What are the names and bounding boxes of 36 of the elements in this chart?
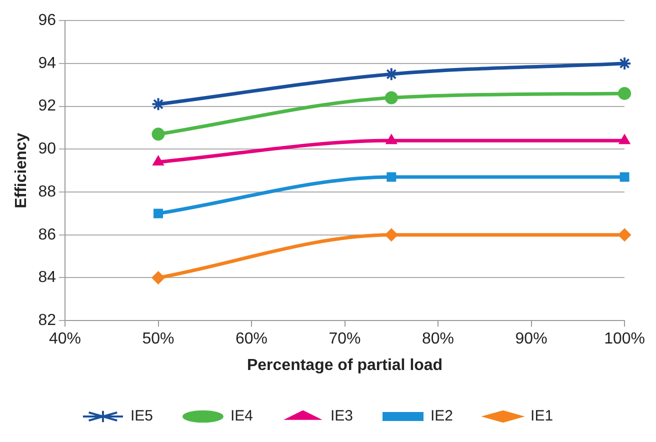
x-tick-label: 40% — [48, 330, 82, 348]
point — [618, 86, 632, 100]
point — [151, 97, 166, 112]
legend-label: IE2 — [430, 408, 454, 425]
y-tick-label: 96 — [38, 12, 56, 30]
point — [152, 271, 165, 284]
point — [618, 228, 632, 242]
x-tick-label: 60% — [235, 330, 268, 348]
y-tick-label: 84 — [38, 269, 56, 286]
y-tick-label: 94 — [38, 54, 56, 72]
y-tick-label: 88 — [38, 183, 56, 200]
point — [152, 156, 164, 166]
y-axis-title: Efficiency — [13, 132, 30, 208]
x-tick-label: 80% — [422, 330, 454, 348]
y-tick-label: 82 — [38, 312, 56, 330]
point — [618, 134, 630, 144]
point — [620, 172, 630, 182]
point — [154, 208, 163, 218]
y-tick-label: 86 — [38, 226, 56, 244]
x-tick-label: 50% — [142, 330, 174, 348]
legend-label: IE1 — [530, 408, 554, 425]
x-tick-label: 70% — [328, 330, 361, 348]
point — [152, 128, 165, 141]
x-tick-label: 90% — [515, 330, 548, 348]
x-axis-title: Percentage of partial load — [246, 356, 443, 374]
x-tick-label: 100% — [604, 330, 645, 348]
legend-label: IE3 — [330, 408, 354, 425]
point — [386, 134, 398, 144]
point — [618, 56, 632, 70]
point — [384, 91, 398, 104]
y-tick-label: 90 — [38, 140, 56, 158]
legend-label: IE4 — [230, 408, 253, 425]
point — [386, 172, 396, 182]
y-tick-label: 92 — [38, 98, 56, 115]
point — [384, 228, 398, 242]
legend-label: IE5 — [130, 408, 153, 425]
